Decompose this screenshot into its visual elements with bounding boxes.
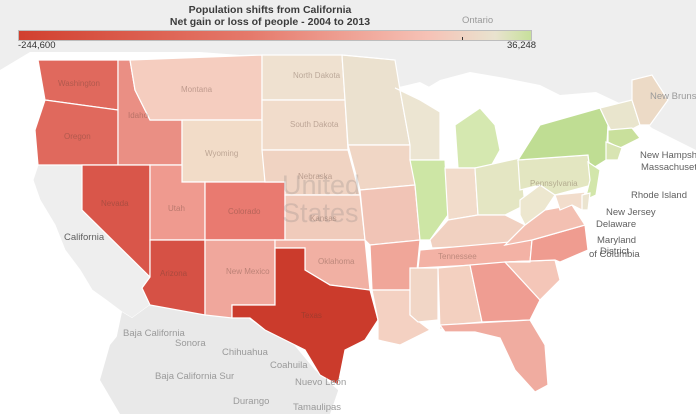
state-connecticut[interactable] xyxy=(605,141,623,161)
land-baja xyxy=(115,312,170,414)
label-baja-california: Baja California xyxy=(123,328,185,339)
state-maryland[interactable] xyxy=(554,191,586,211)
state-florida[interactable] xyxy=(438,319,549,393)
state-label-utah: Utah xyxy=(168,204,185,213)
state-label-wyoming: Wyoming xyxy=(205,149,239,158)
label-new-hampshire: New Hampshire xyxy=(640,150,696,161)
label-district-line1: District xyxy=(600,246,630,257)
label-chihuahua: Chihuahua xyxy=(222,347,268,358)
title-line-2: Net gain or loss of people - 2004 to 201… xyxy=(169,16,371,28)
state-georgia[interactable] xyxy=(469,261,541,323)
state-delaware[interactable] xyxy=(581,192,591,211)
state-label-oklahoma: Oklahoma xyxy=(318,257,355,266)
state-label-montana: Montana xyxy=(181,85,213,94)
label-country-line1: United xyxy=(282,170,361,200)
state-label-arizona: Arizona xyxy=(160,269,188,278)
state-label-nevada: Nevada xyxy=(101,199,129,208)
legend-tick-marker xyxy=(462,37,463,40)
legend-min-label: -244,600 xyxy=(18,40,56,51)
state-mississippi[interactable] xyxy=(409,267,439,323)
state-label-colorado: Colorado xyxy=(228,207,261,216)
label-maryland: Maryland xyxy=(597,235,637,246)
state-label-north-dakota: North Dakota xyxy=(293,71,341,80)
state-massachusetts[interactable] xyxy=(607,127,641,149)
title-line-1: Population shifts from California xyxy=(188,4,352,16)
state-texas[interactable] xyxy=(231,247,379,386)
state-missouri[interactable] xyxy=(359,184,421,246)
label-rhode-island: Rhode Island xyxy=(631,190,687,201)
state-maine[interactable] xyxy=(631,74,669,126)
states-layer xyxy=(34,54,669,393)
label-california: California xyxy=(64,232,105,243)
legend-color-scale xyxy=(18,30,532,41)
border-us-canada xyxy=(37,54,396,61)
legend-max-label: 36,248 xyxy=(507,40,537,51)
state-label-pennsylvania: Pennsylvania xyxy=(530,179,578,188)
label-sonora: Sonora xyxy=(175,338,206,349)
map-title: Population shifts from California Net ga… xyxy=(0,4,540,28)
state-label-texas: Texas xyxy=(301,311,322,320)
label-massachusetts: Massachusetts xyxy=(641,162,696,173)
state-indiana[interactable] xyxy=(444,167,479,221)
state-label-new-mexico: New Mexico xyxy=(226,267,270,276)
label-tamaulipas: Tamaulipas xyxy=(293,402,342,413)
state-label-oregon: Oregon xyxy=(64,132,91,141)
label-new-brunswick: New Brunswick xyxy=(650,91,696,102)
label-delaware: Delaware xyxy=(596,219,637,230)
label-district-line2: of Columbia xyxy=(589,249,640,260)
gulf-of-mexico xyxy=(330,335,620,414)
label-new-jersey: New Jersey xyxy=(606,207,656,218)
state-label-idaho: Idaho xyxy=(128,111,149,120)
state-new-jersey[interactable] xyxy=(584,160,601,202)
state-label-south-dakota: South Dakota xyxy=(290,120,339,129)
state-label-nebraska: Nebraska xyxy=(298,172,333,181)
label-durango: Durango xyxy=(233,396,270,407)
label-country-line2: States xyxy=(282,198,359,228)
state-label-washington: Washington xyxy=(58,79,100,88)
label-baja-california-sur: Baja California Sur xyxy=(155,371,235,382)
state-label-tennessee: Tennessee xyxy=(438,252,477,261)
label-ontario: Ontario xyxy=(462,15,494,26)
state-ohio[interactable] xyxy=(474,157,526,216)
state-label-kansas: Kansas xyxy=(310,214,337,223)
label-nuevo-leon: Nuevo León xyxy=(295,377,347,388)
label-coahuila: Coahuila xyxy=(270,360,308,371)
